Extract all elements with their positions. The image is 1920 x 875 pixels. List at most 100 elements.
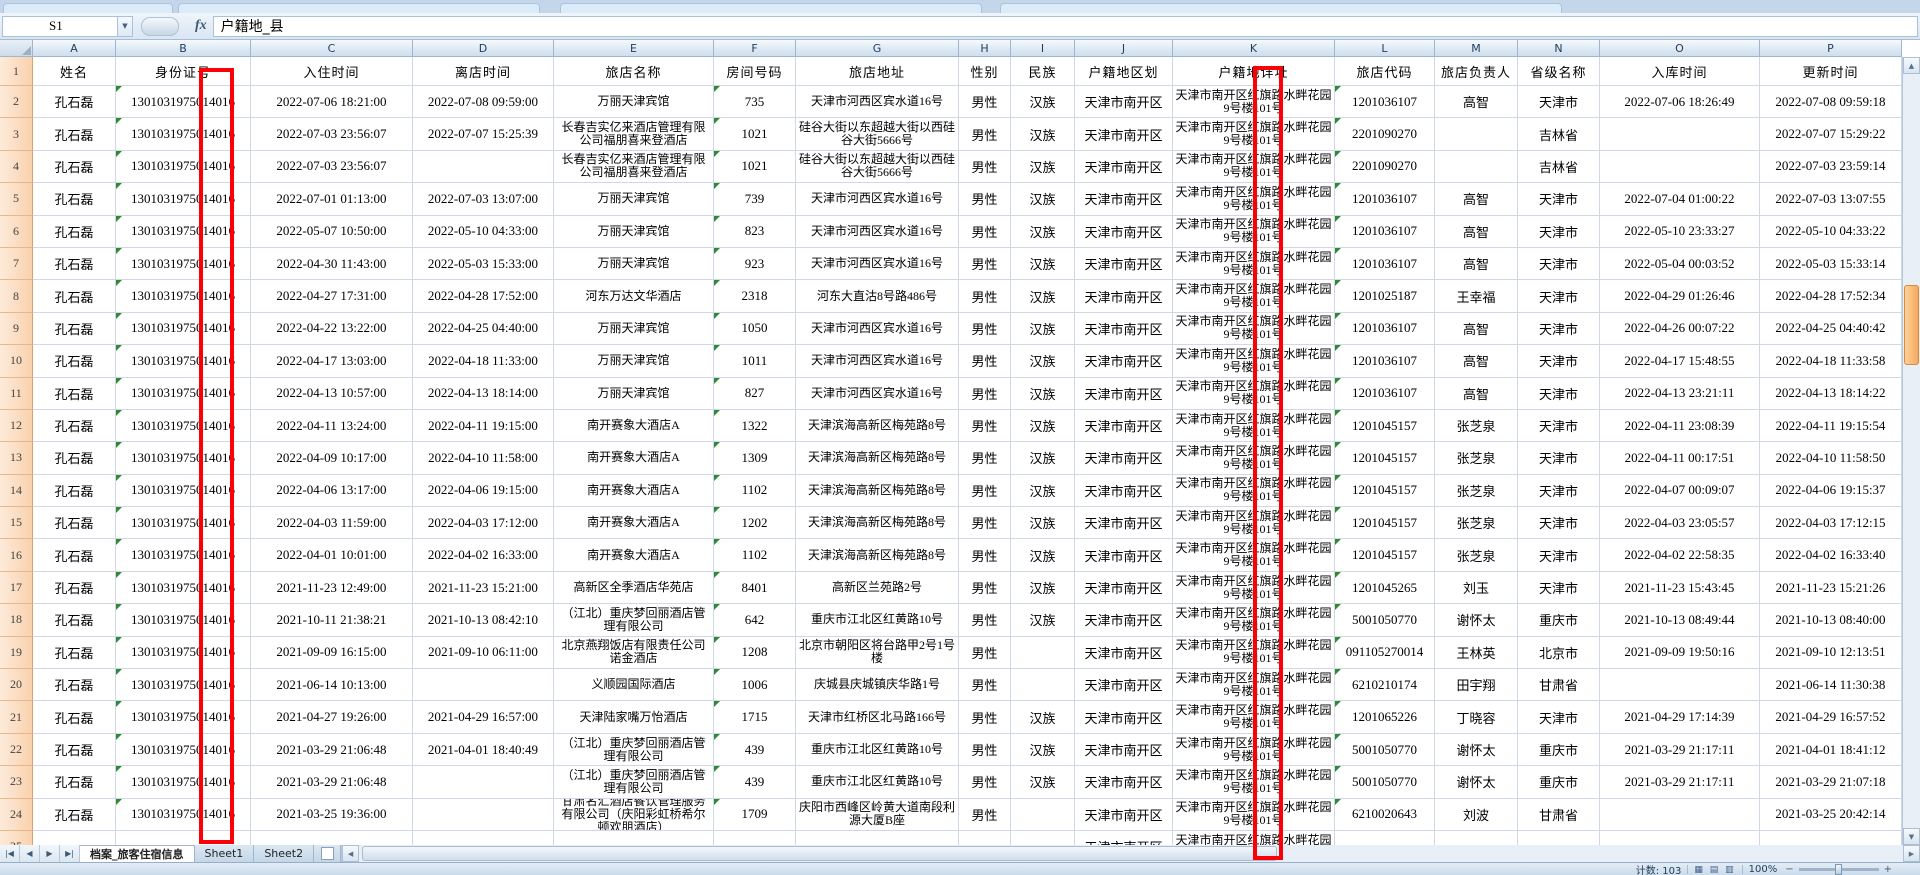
zoom-in-icon[interactable]: + bbox=[1883, 864, 1892, 875]
cell-B3[interactable]: 1301031975014016 bbox=[116, 118, 251, 151]
cell-H19[interactable]: 男性 bbox=[959, 636, 1011, 670]
column-header-I[interactable]: I bbox=[1011, 40, 1075, 57]
cell-M14[interactable]: 张芝泉 bbox=[1435, 474, 1518, 508]
last-sheet-icon[interactable]: ▶| bbox=[60, 845, 80, 862]
cell-N18[interactable]: 重庆市 bbox=[1518, 604, 1600, 637]
column-header-P[interactable]: P bbox=[1760, 40, 1902, 57]
cell-C13[interactable]: 2022-04-09 10:17:00 bbox=[251, 442, 413, 475]
row-header[interactable]: 13 bbox=[0, 442, 33, 475]
cell-H24[interactable]: 男性 bbox=[959, 798, 1011, 831]
cell-L1[interactable]: 旅店代码 bbox=[1335, 57, 1435, 86]
cell-N4[interactable]: 吉林省 bbox=[1518, 150, 1600, 184]
cell-E11[interactable]: 万丽天津宾馆 bbox=[554, 377, 714, 410]
cell-A25[interactable] bbox=[33, 830, 116, 845]
cell-M18[interactable]: 谢怀太 bbox=[1435, 604, 1518, 637]
cell-J12[interactable]: 天津市南开区 bbox=[1075, 409, 1173, 443]
cell-H15[interactable]: 男性 bbox=[959, 507, 1011, 540]
cell-G19[interactable]: 北京市朝阳区将台路甲2号1号楼 bbox=[796, 636, 959, 670]
cell-D11[interactable]: 2022-04-13 18:14:00 bbox=[413, 377, 554, 410]
cell-A22[interactable]: 孔石磊 bbox=[33, 733, 116, 767]
cell-F22[interactable]: 439 bbox=[714, 733, 796, 767]
cell-N15[interactable]: 天津市 bbox=[1518, 507, 1600, 540]
cell-B9[interactable]: 1301031975014016 bbox=[116, 312, 251, 346]
cell-E17[interactable]: 高新区全季酒店华苑店 bbox=[554, 571, 714, 605]
cell-C4[interactable]: 2022-07-03 23:56:07 bbox=[251, 150, 413, 184]
cell-C2[interactable]: 2022-07-06 18:21:00 bbox=[251, 86, 413, 119]
vertical-scroll-thumb[interactable] bbox=[1904, 285, 1919, 365]
cell-M6[interactable]: 高智 bbox=[1435, 215, 1518, 248]
cell-G17[interactable]: 高新区兰苑路2号 bbox=[796, 571, 959, 605]
cell-L7[interactable]: 1201036107 bbox=[1335, 247, 1435, 281]
cell-J7[interactable]: 天津市南开区 bbox=[1075, 247, 1173, 281]
cell-L23[interactable]: 5001050770 bbox=[1335, 766, 1435, 799]
column-header-M[interactable]: M bbox=[1435, 40, 1518, 57]
cell-J20[interactable]: 天津市南开区 bbox=[1075, 669, 1173, 702]
cell-L2[interactable]: 1201036107 bbox=[1335, 86, 1435, 119]
cell-I16[interactable]: 汉族 bbox=[1011, 539, 1075, 572]
cell-H11[interactable]: 男性 bbox=[959, 377, 1011, 410]
cell-O16[interactable]: 2022-04-02 22:58:35 bbox=[1600, 539, 1760, 572]
cell-F5[interactable]: 739 bbox=[714, 183, 796, 216]
cell-B14[interactable]: 1301031975014016 bbox=[116, 474, 251, 508]
cell-N11[interactable]: 天津市 bbox=[1518, 377, 1600, 410]
cell-N5[interactable]: 天津市 bbox=[1518, 183, 1600, 216]
horizontal-scroll-thumb[interactable] bbox=[362, 846, 1278, 861]
cell-I13[interactable]: 汉族 bbox=[1011, 442, 1075, 475]
cell-O18[interactable]: 2021-10-13 08:49:44 bbox=[1600, 604, 1760, 637]
cell-A14[interactable]: 孔石磊 bbox=[33, 474, 116, 508]
cell-J18[interactable]: 天津市南开区 bbox=[1075, 604, 1173, 637]
cell-E5[interactable]: 万丽天津宾馆 bbox=[554, 183, 714, 216]
cell-D3[interactable]: 2022-07-07 15:25:39 bbox=[413, 118, 554, 151]
cell-M9[interactable]: 高智 bbox=[1435, 312, 1518, 346]
cell-A6[interactable]: 孔石磊 bbox=[33, 215, 116, 248]
cell-B7[interactable]: 1301031975014016 bbox=[116, 247, 251, 281]
cell-O5[interactable]: 2022-07-04 01:00:22 bbox=[1600, 183, 1760, 216]
cell-P10[interactable]: 2022-04-18 11:33:58 bbox=[1760, 345, 1902, 378]
scroll-left-icon[interactable]: ◀ bbox=[342, 845, 360, 862]
select-all-button[interactable] bbox=[0, 40, 33, 57]
column-header-D[interactable]: D bbox=[413, 40, 554, 57]
cell-N7[interactable]: 天津市 bbox=[1518, 247, 1600, 281]
cell-H22[interactable]: 男性 bbox=[959, 733, 1011, 767]
cell-G20[interactable]: 庆城县庆城镇庆华路1号 bbox=[796, 669, 959, 702]
cell-D21[interactable]: 2021-04-29 16:57:00 bbox=[413, 701, 554, 734]
cell-E18[interactable]: （江北）重庆梦回丽酒店管理有限公司 bbox=[554, 604, 714, 637]
cell-G12[interactable]: 天津滨海高新区梅苑路8号 bbox=[796, 409, 959, 443]
cell-G15[interactable]: 天津滨海高新区梅苑路8号 bbox=[796, 507, 959, 540]
cell-N14[interactable]: 天津市 bbox=[1518, 474, 1600, 508]
cell-J25[interactable]: 天津市南开区 bbox=[1075, 830, 1173, 845]
cell-C12[interactable]: 2022-04-11 13:24:00 bbox=[251, 409, 413, 443]
next-sheet-icon[interactable]: ▶ bbox=[40, 845, 60, 862]
cell-P1[interactable]: 更新时间 bbox=[1760, 57, 1902, 86]
cell-O22[interactable]: 2021-03-29 21:17:11 bbox=[1600, 733, 1760, 767]
cell-E23[interactable]: （江北）重庆梦回丽酒店管理有限公司 bbox=[554, 766, 714, 799]
cell-C1[interactable]: 入住时间 bbox=[251, 57, 413, 86]
cell-J9[interactable]: 天津市南开区 bbox=[1075, 312, 1173, 346]
cell-F4[interactable]: 1021 bbox=[714, 150, 796, 184]
cell-I9[interactable]: 汉族 bbox=[1011, 312, 1075, 346]
cell-B20[interactable]: 1301031975014016 bbox=[116, 669, 251, 702]
row-header[interactable]: 4 bbox=[0, 150, 33, 184]
cell-P15[interactable]: 2022-04-03 17:12:15 bbox=[1760, 507, 1902, 540]
cell-D13[interactable]: 2022-04-10 11:58:00 bbox=[413, 442, 554, 475]
cell-I8[interactable]: 汉族 bbox=[1011, 280, 1075, 313]
row-header[interactable]: 5 bbox=[0, 183, 33, 216]
row-header[interactable]: 1 bbox=[0, 57, 33, 86]
cell-E13[interactable]: 南开赛象大酒店A bbox=[554, 442, 714, 475]
cell-L4[interactable]: 2201090270 bbox=[1335, 150, 1435, 184]
cell-L22[interactable]: 5001050770 bbox=[1335, 733, 1435, 767]
cell-I12[interactable]: 汉族 bbox=[1011, 409, 1075, 443]
cell-L17[interactable]: 1201045265 bbox=[1335, 571, 1435, 605]
cell-A4[interactable]: 孔石磊 bbox=[33, 150, 116, 184]
cell-A16[interactable]: 孔石磊 bbox=[33, 539, 116, 572]
cell-P24[interactable]: 2021-03-25 20:42:14 bbox=[1760, 798, 1902, 831]
cell-D22[interactable]: 2021-04-01 18:40:49 bbox=[413, 733, 554, 767]
cell-I7[interactable]: 汉族 bbox=[1011, 247, 1075, 281]
cell-N16[interactable]: 天津市 bbox=[1518, 539, 1600, 572]
cell-C20[interactable]: 2021-06-14 10:13:00 bbox=[251, 669, 413, 702]
cell-J17[interactable]: 天津市南开区 bbox=[1075, 571, 1173, 605]
cell-H8[interactable]: 男性 bbox=[959, 280, 1011, 313]
cell-M21[interactable]: 丁晓容 bbox=[1435, 701, 1518, 734]
cell-M1[interactable]: 旅店负责人 bbox=[1435, 57, 1518, 86]
cell-I11[interactable]: 汉族 bbox=[1011, 377, 1075, 410]
